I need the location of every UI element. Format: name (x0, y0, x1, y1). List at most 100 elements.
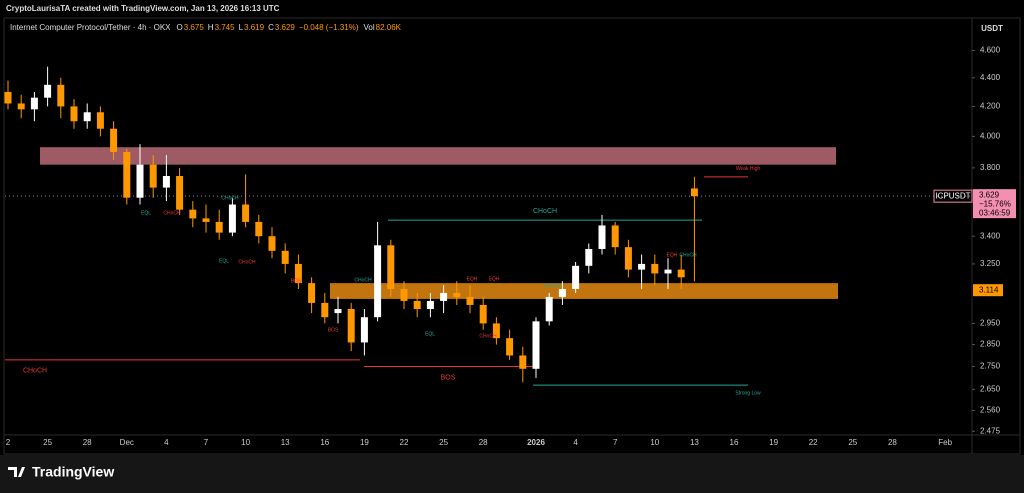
ohlc-label: O (177, 23, 183, 32)
annotation: EQL (141, 210, 151, 216)
symbol-title: Internet Computer Protocol/Tether · 4h ·… (10, 23, 171, 32)
candle-body (519, 355, 527, 369)
y-tick-label: 2.560 (980, 406, 1001, 415)
x-tick-label: 25 (439, 438, 448, 447)
volume-value: 82.06K (376, 23, 402, 32)
annotation: BOS (291, 278, 302, 284)
x-tick-label: 22 (809, 438, 818, 447)
y-tick-label: 2.475 (980, 426, 1001, 435)
level-label: CHoCH (23, 368, 47, 375)
candle-body (598, 225, 606, 249)
candle-body (294, 263, 302, 284)
candle-body (321, 302, 329, 318)
candle-body (281, 250, 289, 264)
ohlc-label: C (268, 23, 274, 32)
x-tick-label: Feb (938, 438, 952, 447)
y-tick-label: 3.400 (980, 231, 1001, 240)
level-label: CHoCH (533, 208, 557, 215)
x-tick-label: 4 (573, 438, 578, 447)
ohlc-value: 3.619 (244, 23, 265, 32)
currency: USDT (981, 24, 1003, 33)
candle-body (162, 176, 170, 188)
ohlc-value: 3.675 (184, 23, 205, 32)
credit: CryptoLaurisaTA created with TradingView… (6, 4, 280, 13)
candle-body (96, 112, 104, 129)
candle-body (545, 296, 553, 322)
candle-body (413, 300, 421, 310)
brand: TradingView (32, 464, 114, 480)
candle-body (347, 309, 355, 343)
candle-body (334, 309, 342, 314)
level-label: Strong Low (735, 390, 761, 396)
candle-body (532, 321, 540, 369)
y-tick-label: 4.400 (980, 73, 1001, 82)
candle-body (453, 292, 461, 297)
candle-body (611, 225, 619, 248)
candle-body (638, 263, 646, 270)
candle-body (664, 269, 672, 274)
y-tick-label: 4.000 (980, 131, 1001, 140)
x-tick-label: 25 (848, 438, 857, 447)
candle-body (440, 292, 448, 301)
x-tick-label: 28 (479, 438, 488, 447)
annotation: BOS (328, 327, 339, 333)
candle-body (215, 221, 223, 233)
candle-body (506, 338, 514, 356)
candle-body (4, 91, 12, 104)
candle-body (136, 164, 144, 198)
level-label: Weak High (736, 166, 761, 172)
candle-body (558, 288, 566, 297)
x-tick-label: 25 (43, 438, 52, 447)
annotation: EQH (667, 252, 678, 258)
annotation: EQL (219, 258, 229, 264)
candle-body (242, 204, 250, 222)
candle-body (70, 106, 78, 122)
x-tick-label: 7 (613, 438, 618, 447)
candle-body (110, 128, 118, 152)
ohlc-value: 3.745 (215, 23, 236, 32)
y-tick-label: 4.200 (980, 102, 1001, 111)
volume-label: Vol (364, 23, 375, 32)
last-price-box (973, 189, 1016, 219)
candle-body (83, 112, 91, 122)
candle-body (228, 204, 236, 233)
candle-body (374, 245, 382, 318)
y-tick-label: 2.850 (980, 340, 1001, 349)
annotation: EQH (467, 276, 478, 282)
candle-body (123, 151, 131, 198)
annotation: EQH (489, 276, 500, 282)
x-tick-label: 22 (400, 438, 409, 447)
x-tick-label: 16 (730, 438, 739, 447)
x-tick-label: 19 (769, 438, 778, 447)
candle-body (426, 300, 434, 310)
ohlc-value: 3.629 (275, 23, 296, 32)
x-tick-label: 10 (650, 438, 659, 447)
y-tick-label: 2.750 (980, 362, 1001, 371)
x-tick-label: 2 (6, 438, 11, 447)
x-tick-label: 19 (360, 438, 369, 447)
candle-body (400, 288, 408, 301)
zone (40, 147, 836, 165)
x-tick-label: Dec (120, 438, 134, 447)
candle-body (572, 265, 580, 289)
annotation: CHoCH (163, 210, 181, 216)
y-tick-label: 4.600 (980, 46, 1001, 55)
annotation: EQL (425, 331, 435, 337)
x-tick-label: 10 (241, 438, 250, 447)
annotation: CHoCH (238, 259, 256, 265)
footer-bar (0, 455, 1024, 493)
ohlc-label: H (208, 23, 214, 32)
x-tick-label: 4 (164, 438, 169, 447)
ohlc-label: L (239, 23, 244, 32)
candle-body (44, 84, 52, 98)
candle-body (17, 103, 25, 110)
candle-body (202, 218, 210, 222)
candle-body (176, 176, 184, 210)
candle-body (255, 221, 263, 237)
annotation: CHoCH (221, 195, 239, 201)
level-marker-text: 3.114 (979, 285, 999, 294)
x-tick-label: 28 (83, 438, 92, 447)
